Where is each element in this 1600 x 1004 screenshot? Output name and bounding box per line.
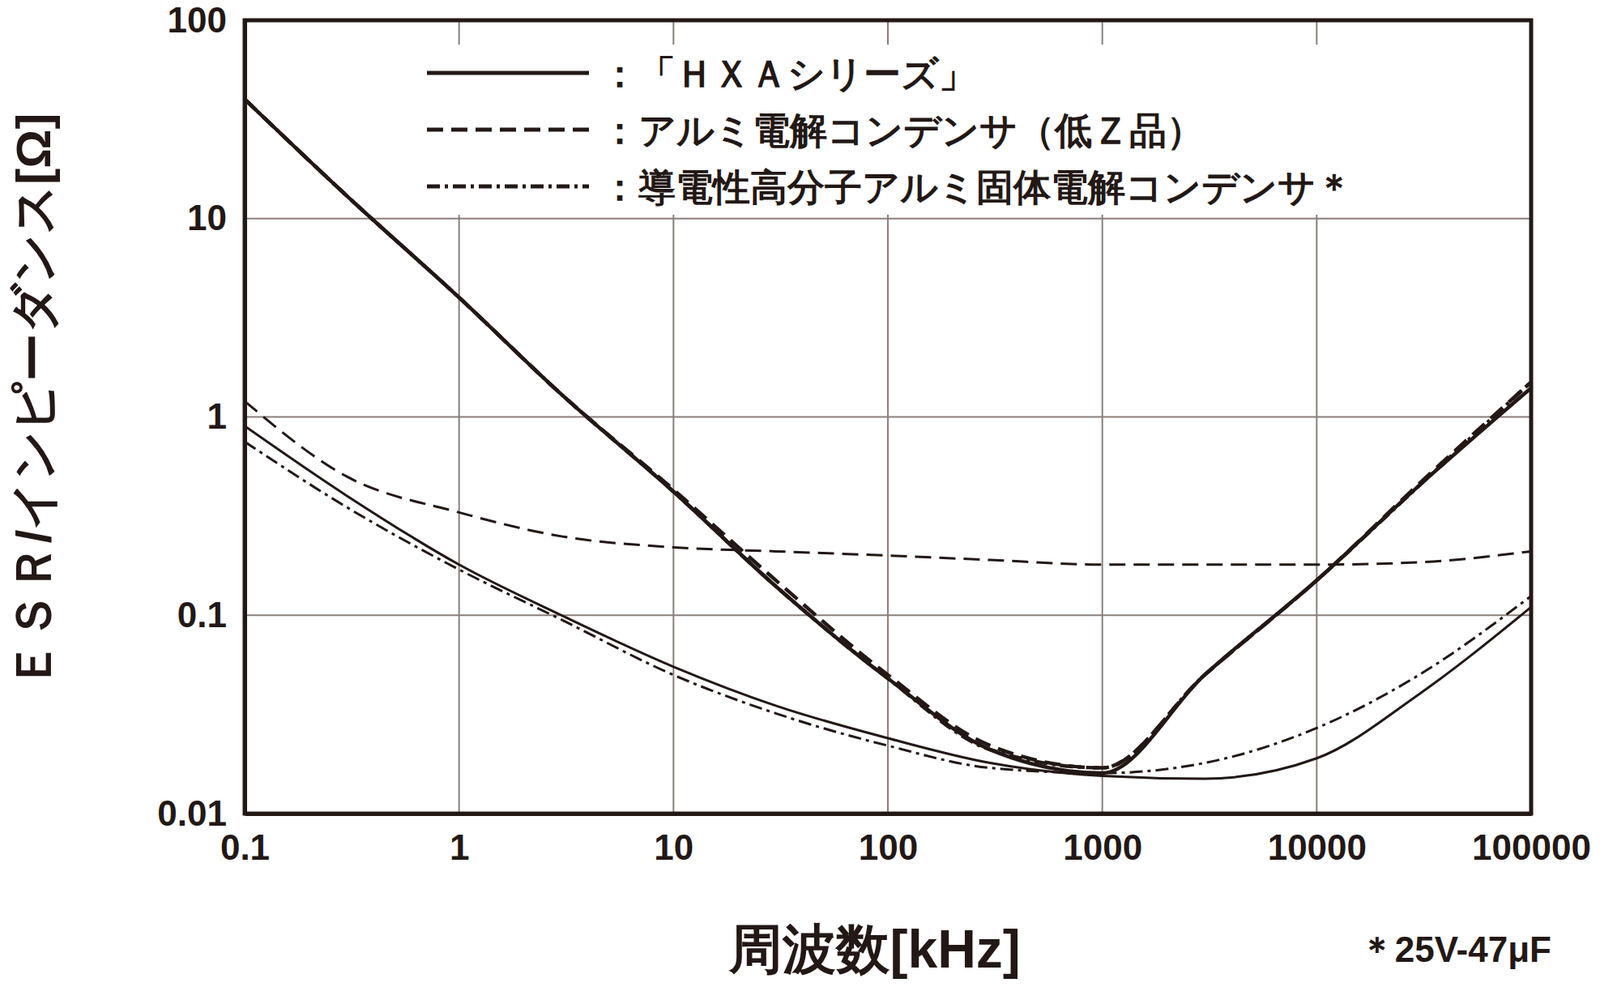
- esr-line: [244, 441, 1532, 773]
- tick: 1: [449, 813, 470, 867]
- tick: 100: [167, 0, 245, 40]
- x-axis: 0.1 1 10 100 1000 10000 100000: [220, 813, 1592, 867]
- tick-label: 100: [858, 827, 918, 867]
- grid-line: [244, 416, 1532, 419]
- tick-label: 1000: [1062, 827, 1143, 867]
- legend-swatch: [426, 184, 589, 189]
- tick-label: 0.1: [220, 827, 270, 867]
- tick-label: 0.01: [157, 793, 227, 833]
- grid-line: [244, 614, 1532, 616]
- plot: 0.11101001000100001000000.010.1110100：「Ｈ…: [157, 0, 1592, 867]
- legend: ：「ＨＸＡシリーズ」 ：アルミ電解コンデンサ（低Ｚ品） ：導電性高分子アルミ固体電解…: [414, 44, 1366, 215]
- y-axis-title: ＥＳＲ/インピーダンス[Ω]: [6, 113, 61, 690]
- legend-background: [414, 44, 1366, 215]
- esr-line: [244, 426, 1532, 779]
- tick: 100000: [1472, 813, 1592, 867]
- tick-label: 0.1: [177, 594, 227, 635]
- legend-label: ：アルミ電解コンデンサ（低Ｚ品）: [601, 109, 1204, 152]
- tick: 100: [858, 813, 918, 867]
- tick: 10: [187, 197, 245, 238]
- x-axis-title: 周波数[kHz]: [728, 918, 1020, 979]
- esr-line: [244, 401, 1532, 565]
- tick-label: 10: [653, 827, 694, 867]
- tick: 0.01: [157, 793, 245, 833]
- tick: 10: [653, 813, 694, 867]
- tick-label: 100000: [1472, 827, 1592, 867]
- tick: 0.1: [220, 813, 270, 867]
- legend-swatch: [426, 128, 589, 133]
- tick-label: 1: [207, 396, 227, 436]
- frame: [244, 20, 1532, 814]
- tick-label: 10: [187, 197, 227, 238]
- legend-label: ：導電性高分子アルミ固体電解コンデンサ＊: [601, 166, 1353, 209]
- tick-label: 100: [167, 0, 227, 40]
- legend-swatch: [426, 71, 589, 76]
- tick-label: 1: [449, 827, 470, 867]
- grid-line: [244, 217, 1532, 220]
- grid: [244, 20, 1532, 814]
- y-axis: 0.01 0.1 1 10 100: [157, 0, 245, 833]
- tick: 10000: [1267, 813, 1367, 867]
- tick: 0.1: [177, 594, 245, 635]
- tick: 1000: [1062, 813, 1143, 867]
- legend-label: ：「ＨＸＡシリーズ」: [601, 52, 977, 95]
- chart: 0.11101001000100001000000.010.1110100：「Ｈ…: [0, 0, 1600, 1004]
- tick: 1: [207, 396, 245, 436]
- tick-label: 10000: [1267, 827, 1367, 867]
- annotation: ＊25V-47μF: [1359, 929, 1552, 969]
